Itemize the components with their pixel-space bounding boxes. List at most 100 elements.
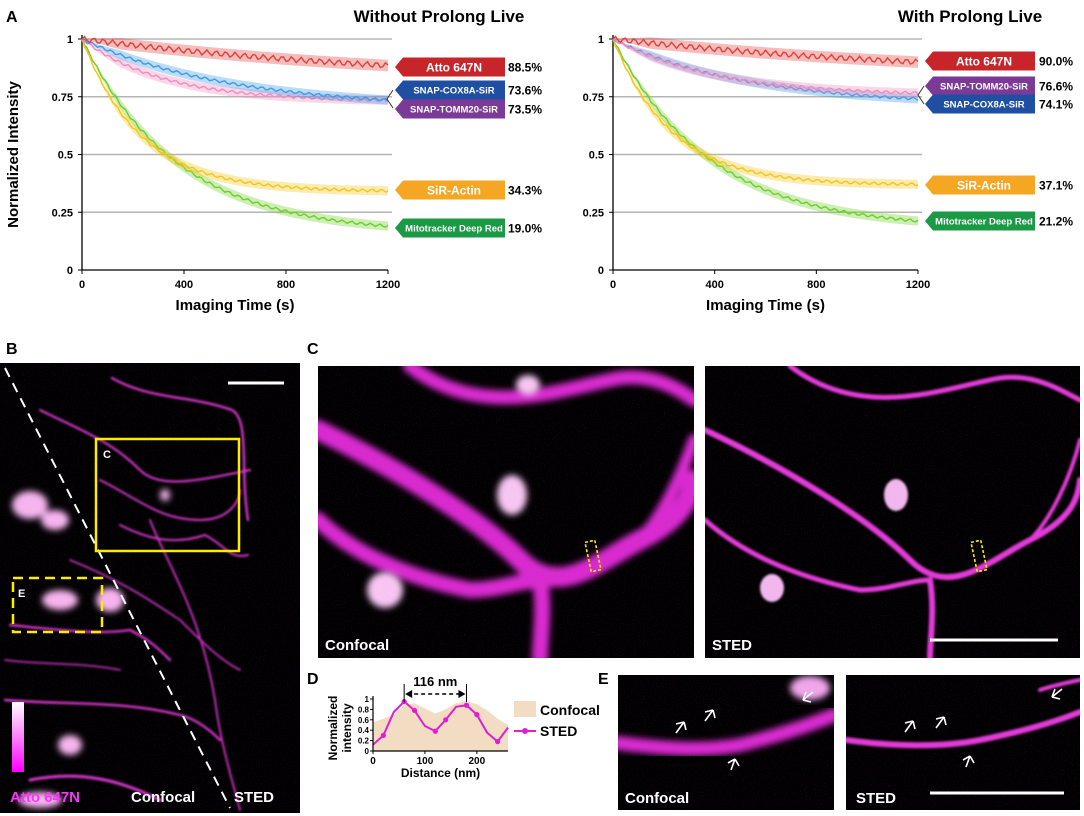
x-axis-label: Imaging Time (s) — [176, 297, 295, 314]
series-tag-3 — [395, 180, 505, 200]
panel-label-b: B — [6, 341, 18, 358]
legend-marker-sted — [522, 728, 528, 734]
y-tick-label-5: 1 — [365, 695, 370, 704]
arrows-confocal-e — [675, 691, 814, 771]
tag-bracket — [386, 89, 394, 109]
series-tag-2 — [925, 94, 1035, 114]
y-tick-label-2: 0.5 — [58, 150, 73, 162]
series-line-4 — [81, 38, 389, 228]
series-tag-label-3: SiR-Actin — [427, 184, 481, 198]
series-value-2: 73.5% — [508, 103, 542, 117]
annotation-arrowhead-right — [458, 690, 466, 698]
sted-point-4 — [443, 717, 449, 723]
panel-label-e: E — [598, 671, 609, 688]
series-value-3: 34.3% — [508, 184, 542, 198]
y-tick-label-2: 0.5 — [589, 150, 604, 162]
roi-box-c — [94, 437, 241, 553]
panel-e-confocal-image: Confocal — [618, 675, 834, 810]
series-value-4: 19.0% — [508, 222, 542, 236]
series-tag-label-0: Atto 647N — [956, 55, 1012, 69]
series-tag-1 — [395, 80, 505, 100]
y-axis-label: Normalized Intensity — [5, 80, 22, 227]
series-tag-2 — [395, 99, 505, 119]
series-value-3: 37.1% — [1039, 179, 1073, 193]
chart-without-prolong-live: 0 0.25 0.5 0.75 1 0 400 800 1200 Imaging Time (s)… — [5, 7, 542, 314]
x-axis-label: Imaging Time (s) — [706, 297, 825, 314]
x-tick-label-0: 0 — [79, 279, 85, 291]
annotation-label: 116 nm — [413, 674, 457, 689]
confocal-sted-divider — [4, 367, 231, 809]
line-profile-roi-sted — [970, 539, 988, 573]
series-value-2: 74.1% — [1039, 98, 1073, 112]
annotation-arrowhead-left — [405, 690, 413, 698]
sted-point-6 — [474, 712, 480, 718]
series-line-4 — [612, 38, 919, 223]
confocal-label-b: Confocal — [131, 789, 195, 806]
series-value-1: 76.6% — [1039, 80, 1073, 94]
y-tick-label-0: 0 — [67, 265, 73, 277]
series-tag-1 — [925, 76, 1035, 96]
chart-title: With Prolong Live — [898, 7, 1042, 26]
confocal-label-c: Confocal — [325, 637, 389, 654]
y-tick-label-0: 0 — [598, 265, 604, 277]
line-profile-roi-confocal — [584, 539, 602, 573]
x-tick-label-2: 200 — [469, 756, 486, 767]
sted-point-3 — [432, 728, 438, 734]
series-tag-4 — [925, 211, 1035, 231]
series-band-4 — [613, 39, 918, 226]
series-line-0 — [612, 35, 919, 65]
series-tag-4 — [395, 218, 505, 238]
series-value-1: 73.6% — [508, 84, 542, 98]
x-axis-label: Distance (nm) — [401, 766, 480, 780]
series-value-0: 88.5% — [508, 61, 542, 75]
x-tick-label-3: 1200 — [376, 279, 400, 291]
arrows-sted-e — [904, 688, 1063, 768]
panel-c-confocal-image: Confocal — [318, 366, 694, 658]
series-tag-label-2: SNAP-COX8A-SiR — [943, 100, 1024, 111]
series-tag-3 — [925, 175, 1035, 195]
series-band-1 — [82, 39, 388, 105]
series-value-0: 90.0% — [1039, 55, 1073, 69]
y-tick-label-2: 0.4 — [358, 726, 370, 735]
y-tick-label-3: 0.6 — [358, 716, 370, 725]
sted-point-2 — [411, 707, 418, 714]
sted-label-e: STED — [856, 790, 896, 807]
roi-box-e-label: E — [18, 588, 25, 600]
series-tag-label-1: SNAP-COX8A-SiR — [413, 86, 494, 97]
y-tick-label-4: 1 — [67, 34, 73, 46]
series-tag-label-4: Mitotracker Deep Red — [405, 224, 503, 235]
series-line-0 — [81, 35, 389, 69]
intensity-colorbar — [12, 702, 24, 772]
x-tick-label-2: 800 — [277, 279, 295, 291]
y-tick-label-4: 1 — [598, 34, 604, 46]
chart-with-prolong-live: 0 0.25 0.5 0.75 1 0 400 800 1200 Imaging Time (s)… — [583, 7, 1074, 314]
panel-label-a: A — [6, 9, 18, 26]
series-value-4: 21.2% — [1039, 215, 1073, 229]
y-tick-label-0: 0 — [365, 747, 370, 756]
sted-point-7 — [495, 739, 501, 745]
y-tick-label-1: 0.25 — [583, 207, 604, 219]
x-tick-label-0: 0 — [610, 279, 616, 291]
series-tag-label-3: SiR-Actin — [957, 179, 1011, 193]
y-tick-label-4: 0.8 — [358, 705, 370, 714]
sted-label-b: STED — [234, 789, 274, 806]
sted-point-5 — [463, 702, 470, 708]
series-tag-label-0: Atto 647N — [426, 61, 482, 75]
series-tag-0 — [395, 57, 505, 77]
series-line-2 — [81, 38, 389, 103]
tag-bracket — [917, 85, 925, 105]
confocal-label-e: Confocal — [625, 790, 689, 807]
roi-box-c-label: C — [103, 449, 111, 461]
chart-title: Without Prolong Live — [354, 7, 525, 26]
x-tick-label-1: 400 — [705, 279, 723, 291]
y-axis-label-line1: Normalized — [326, 696, 340, 761]
panel-b-image: C E Atto 647N Confocal STED — [0, 363, 300, 813]
series-tag-label-2: SNAP-TOMM20-SiR — [410, 105, 498, 116]
y-axis-label-line2: intensity — [340, 703, 354, 753]
x-tick-label-1: 400 — [175, 279, 193, 291]
series-band-4 — [82, 39, 388, 231]
panel-e-sted-image: STED — [846, 675, 1080, 810]
panel-label-d: D — [307, 671, 319, 688]
y-tick-label-3: 0.75 — [583, 92, 604, 104]
panel-c-sted-image: STED — [705, 366, 1080, 658]
